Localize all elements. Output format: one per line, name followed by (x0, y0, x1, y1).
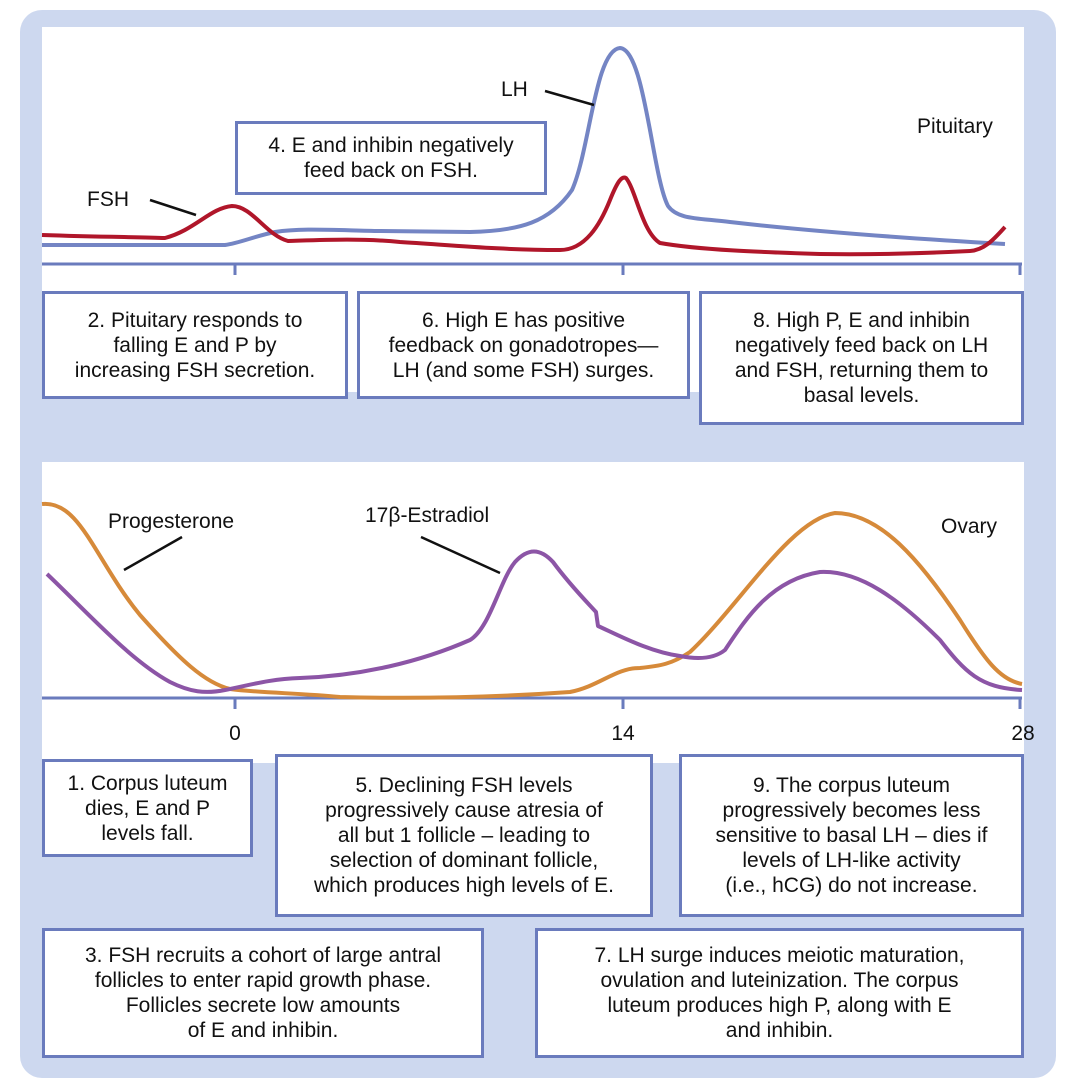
ovary-axis (42, 696, 1022, 709)
note-1-corpus-luteum-dies: 1. Corpus luteum dies, E and P levels fa… (42, 759, 253, 857)
pituitary-region-label: Pituitary (917, 115, 993, 138)
ovary-region-label: Ovary (941, 515, 998, 538)
progesterone-leader-line (123, 535, 183, 572)
progesterone-label: Progesterone (108, 510, 234, 533)
lh-leader-line (544, 89, 595, 107)
note-8-negative-feedback: 8. High P, E and inhibin negatively feed… (699, 291, 1024, 425)
fsh-label: FSH (87, 188, 129, 211)
estradiol-curve (45, 549, 1023, 694)
ovary-plot-area (42, 462, 1024, 763)
note-2-pituitary-response: 2. Pituitary responds to falling E and P… (42, 291, 348, 399)
tick-label-0: 0 (229, 722, 241, 745)
tick-label-14: 14 (611, 722, 635, 745)
lh-label: LH (501, 78, 528, 101)
tick-label-28: 28 (1011, 722, 1034, 745)
fsh-curve (41, 175, 1007, 257)
pituitary-axis (42, 262, 1022, 275)
estradiol-leader-line (420, 535, 501, 575)
note-9-corpus-luteum-sensitivity: 9. The corpus luteum progressively becom… (679, 754, 1024, 917)
note-3-fsh-recruits-follicles: 3. FSH recruits a cohort of large antral… (42, 928, 484, 1058)
progesterone-curve (41, 501, 1023, 700)
estradiol-label: 17β-Estradiol (365, 504, 489, 527)
note-7-lh-surge: 7. LH surge induces meiotic maturation, … (535, 928, 1024, 1058)
note-4-e-inhibin-feedback: 4. E and inhibin negatively feed back on… (235, 121, 547, 195)
note-6-positive-feedback: 6. High E has positive feedback on gonad… (357, 291, 690, 399)
note-5-declining-fsh: 5. Declining FSH levels progressively ca… (275, 754, 653, 917)
lh-curve (42, 46, 1006, 247)
fsh-leader-line (149, 198, 197, 217)
